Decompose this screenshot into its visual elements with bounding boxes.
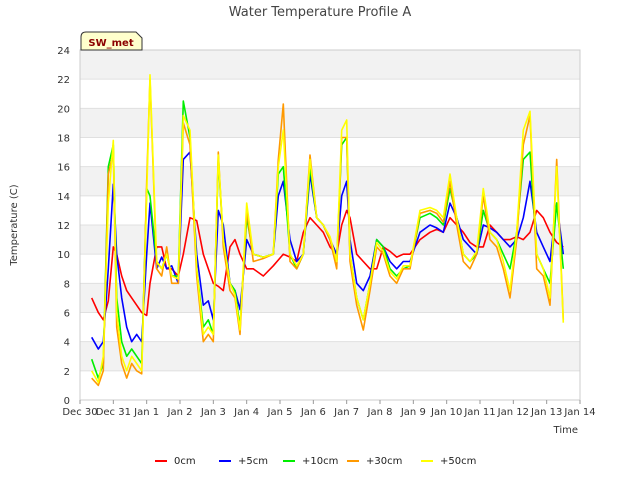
y-tick-label: 2 xyxy=(64,367,70,378)
x-tick-label: Jan 5 xyxy=(267,407,293,418)
y-tick-label: 4 xyxy=(64,338,70,349)
x-tick-label: Dec 31 xyxy=(96,407,131,418)
plot-background-bands xyxy=(80,50,580,371)
grid-band xyxy=(80,108,580,138)
y-tick-label: 8 xyxy=(64,279,70,290)
chart-title: Water Temperature Profile A xyxy=(229,5,412,20)
x-tick-label: Jan 7 xyxy=(333,407,359,418)
x-tick-label: Jan 13 xyxy=(530,407,562,418)
x-tick-label: Jan 10 xyxy=(430,407,462,418)
y-tick-label: 16 xyxy=(57,163,70,174)
y-tick-label: 6 xyxy=(64,309,70,320)
grid-band xyxy=(80,50,580,80)
x-axis-label: Time xyxy=(553,425,578,436)
x-tick-label: Jan 6 xyxy=(300,407,326,418)
x-tick-label: Dec 30 xyxy=(62,407,97,418)
y-tick-label: 20 xyxy=(57,104,70,115)
x-tick-label: Jan 2 xyxy=(167,407,193,418)
y-tick-label: 24 xyxy=(57,46,70,57)
grid-band xyxy=(80,341,580,371)
y-tick-label: 12 xyxy=(57,221,70,232)
y-tick-label: 0 xyxy=(64,396,70,407)
x-tick-label: Jan 14 xyxy=(563,407,595,418)
legend-label: +10cm xyxy=(302,456,338,467)
x-tick-label: Jan 9 xyxy=(400,407,426,418)
station-badge-label: SW_met xyxy=(88,38,133,49)
legend-label: +50cm xyxy=(440,456,476,467)
y-tick-label: 10 xyxy=(57,250,70,261)
legend-label: +30cm xyxy=(366,456,402,467)
series-line-50cmcm xyxy=(91,74,565,384)
station-badge: SW_met xyxy=(80,31,143,51)
series-lines xyxy=(90,74,565,387)
grid-band xyxy=(80,283,580,313)
x-tick-label: Jan 4 xyxy=(233,407,259,418)
x-tick-label: Jan 8 xyxy=(367,407,393,418)
y-tick-label: 22 xyxy=(57,75,70,86)
plot-frame xyxy=(79,49,581,401)
legend-label: +5cm xyxy=(238,456,268,467)
x-tick-label: Jan 11 xyxy=(463,407,495,418)
y-tick-label: 14 xyxy=(57,192,70,203)
legend: 0cm +5cm +10cm +30cm +50cm xyxy=(155,456,476,467)
x-tick-label: Jan 1 xyxy=(133,407,159,418)
x-tick-label: Jan 3 xyxy=(200,407,226,418)
grid-band xyxy=(80,166,580,196)
y-axis-label: Temperature (C) xyxy=(9,184,20,266)
y-tick-label: 18 xyxy=(57,134,70,145)
x-tick-label: Jan 12 xyxy=(497,407,529,418)
legend-label: 0cm xyxy=(174,456,196,467)
